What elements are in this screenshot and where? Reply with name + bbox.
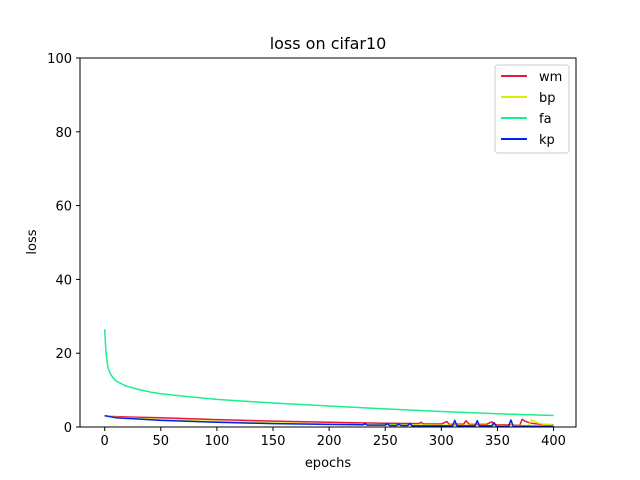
x-tick-label: 50	[153, 434, 170, 449]
x-axis-label: epochs	[305, 456, 352, 471]
x-tick-label: 100	[204, 434, 229, 449]
legend-box	[494, 64, 570, 154]
chart-title: loss on cifar10	[270, 34, 387, 53]
x-tick-label: 300	[429, 434, 454, 449]
series-line-kp	[104, 414, 554, 428]
x-tick-label: 250	[373, 434, 398, 449]
x-tick-label: 150	[261, 434, 286, 449]
y-tick-label: 0	[64, 421, 72, 436]
y-tick-label: 60	[55, 200, 72, 215]
y-axis-label: loss	[25, 229, 40, 254]
y-tick-label: 100	[47, 52, 72, 67]
y-tick-label: 20	[55, 347, 72, 362]
x-tick-label: 0	[101, 434, 109, 449]
x-tick-label: 200	[317, 434, 342, 449]
x-tick-label: 400	[541, 434, 566, 449]
plot-area	[103, 329, 554, 428]
x-tick-label: 350	[485, 434, 510, 449]
legend-label-wm: wm	[539, 70, 562, 85]
legend-label-fa: fa	[539, 112, 552, 127]
plot-frame	[79, 57, 577, 428]
y-axis: 0 20 40 60 80 100	[47, 52, 80, 436]
legend-label-kp: kp	[539, 133, 555, 148]
legend: wm bp fa kp	[494, 64, 570, 154]
x-axis: 0 50 100 150 200 250 300 350 400	[101, 427, 566, 449]
series-line-wm	[104, 415, 554, 426]
series-line-fa	[103, 329, 554, 417]
y-tick-label: 80	[55, 126, 72, 141]
y-tick-label: 40	[55, 273, 72, 288]
legend-label-bp: bp	[539, 91, 556, 106]
